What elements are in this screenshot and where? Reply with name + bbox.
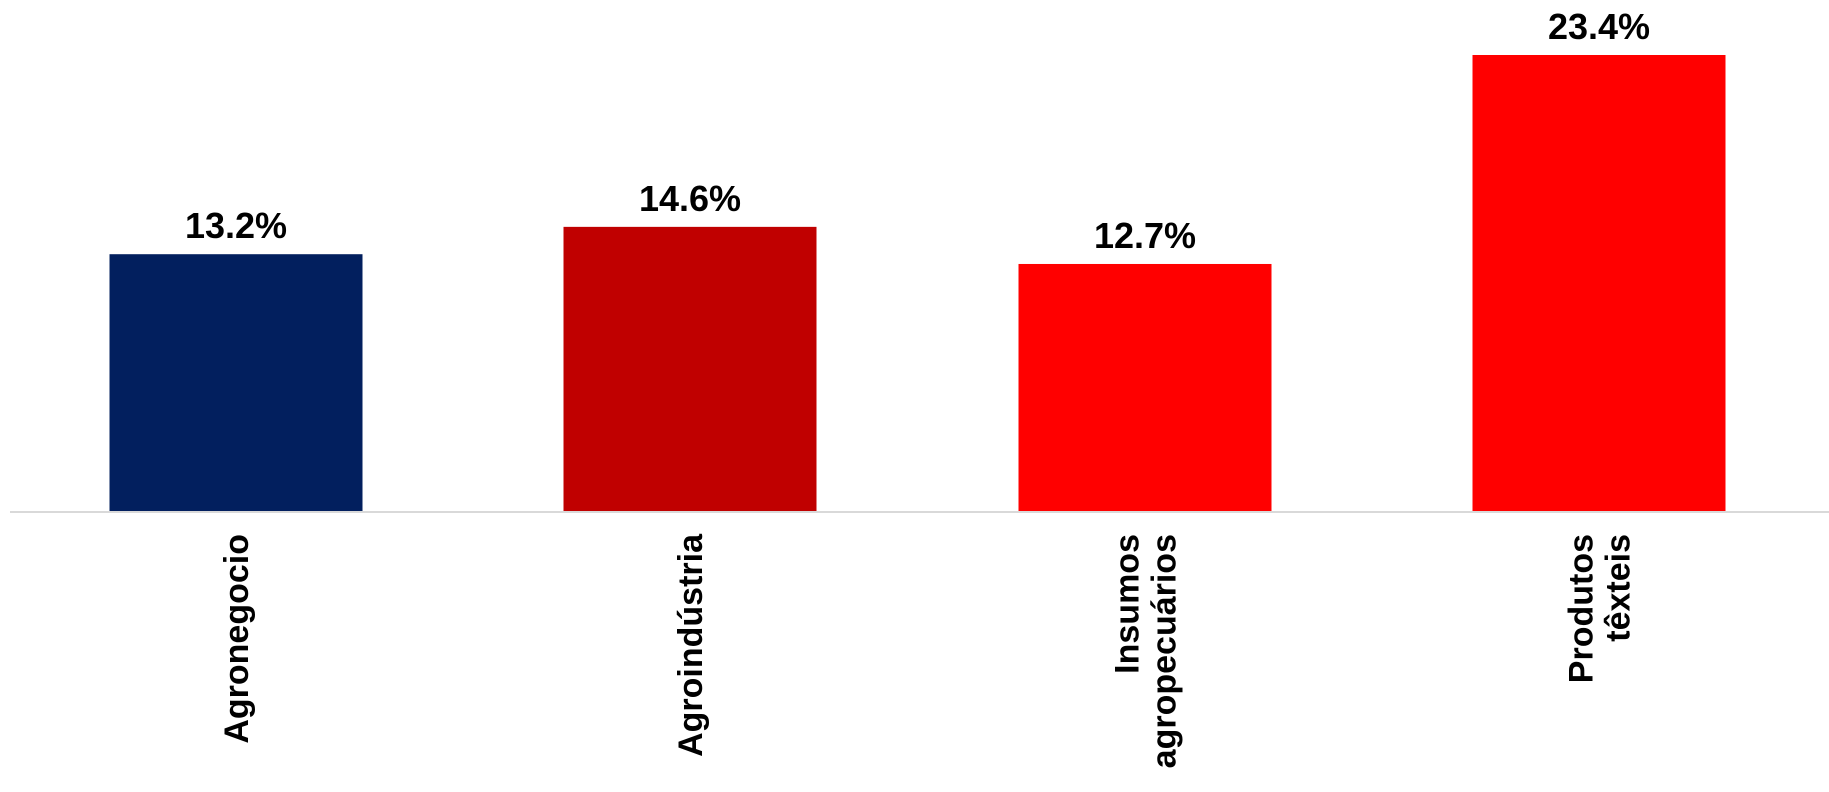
category-label-0: Agronegocio: [218, 534, 256, 744]
data-label-0: 13.2%: [185, 205, 287, 246]
category-label-3: Produtostêxteis: [1563, 534, 1638, 683]
category-label-line: Insumos: [1109, 534, 1147, 674]
bar-1: [563, 226, 817, 512]
category-label-line: Agronegocio: [218, 534, 256, 744]
data-label-1: 14.6%: [639, 178, 741, 219]
category-labels-layer: Agronegocio Agroindústria Insumosagropecuá…: [218, 533, 1638, 768]
category-label-1: Agroindústria: [672, 533, 710, 757]
category-label-line: têxteis: [1600, 534, 1638, 642]
category-label-line: agropecuários: [1146, 534, 1184, 768]
data-label-3: 23.4%: [1548, 6, 1650, 47]
category-label-line: Agroindústria: [672, 533, 710, 757]
bar-0: [109, 254, 363, 512]
category-label-line: Produtos: [1563, 534, 1601, 683]
data-label-2: 12.7%: [1094, 215, 1196, 256]
bars-layer: [109, 55, 1726, 512]
category-label-2: Insumosagropecuários: [1109, 534, 1184, 768]
value-labels-layer: 13.2% 14.6% 12.7% 23.4%: [185, 6, 1650, 256]
bar-3: [1472, 55, 1726, 512]
bar-2: [1018, 263, 1272, 512]
